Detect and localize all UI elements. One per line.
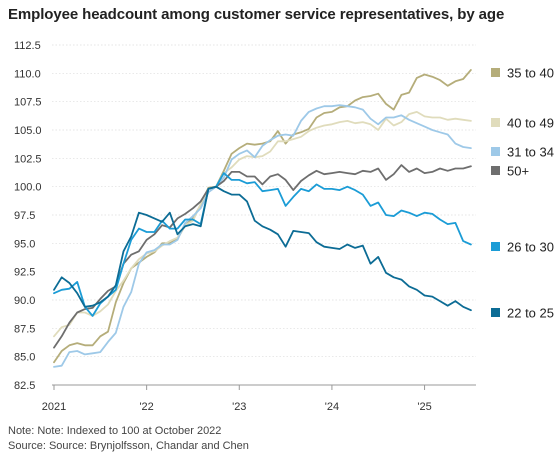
x-tick-label: '25 — [417, 401, 431, 413]
y-tick-label: 97.5 — [14, 210, 35, 222]
legend-item-26-to-30: 26 to 30 — [491, 240, 554, 255]
legend-item-22-to-25: 22 to 25 — [491, 306, 554, 321]
legend-swatch — [491, 242, 500, 251]
y-tick-label: 105.0 — [14, 125, 42, 137]
y-tick-label: 85.0 — [14, 352, 35, 364]
y-tick-label: 82.5 — [14, 380, 35, 392]
legend-swatch — [491, 147, 500, 156]
legend-label: 22 to 25 — [507, 306, 554, 321]
x-tick-label: 2021 — [42, 401, 66, 413]
x-tick-label: '23 — [232, 401, 246, 413]
legend-item-35-to-40: 35 to 40 — [491, 66, 554, 81]
series-line-22-to-25 — [53, 185, 472, 312]
x-tick-label: '22 — [139, 401, 153, 413]
legend-label: 31 to 34 — [507, 145, 554, 160]
y-tick-label: 92.5 — [14, 267, 35, 279]
legend-label: 26 to 30 — [507, 240, 554, 255]
legend-label: 50+ — [507, 164, 529, 179]
x-axis: 2021 '22 '23 '24 '25 — [42, 385, 432, 413]
y-tick-label: 102.5 — [14, 153, 42, 165]
legend-label: 40 to 49 — [507, 116, 554, 131]
legend-item-31-to-34: 31 to 34 — [491, 145, 554, 160]
series-line-40-to-49 — [53, 111, 472, 338]
chart-note: Note: Note: Indexed to 100 at October 20… — [8, 425, 222, 437]
legend-swatch — [491, 118, 500, 127]
legend-label: 35 to 40 — [507, 66, 554, 81]
y-tick-label: 107.5 — [14, 97, 42, 109]
y-tick-label: 90.0 — [14, 295, 35, 307]
series-line-31-to-34 — [53, 104, 472, 368]
series-line-50 — [53, 164, 472, 349]
legend: 35 to 40 40 to 49 31 to 34 50+ 26 to 30 22 to… — [491, 66, 554, 321]
legend-swatch — [491, 68, 500, 77]
legend-item-40-to-49: 40 to 49 — [491, 116, 554, 131]
series-line-26-to-30 — [53, 172, 472, 317]
series-lines — [53, 69, 472, 368]
legend-item-50: 50+ — [491, 164, 529, 179]
chart-title: Employee headcount among customer servic… — [8, 6, 505, 23]
legend-swatch — [491, 308, 500, 317]
legend-swatch — [491, 166, 500, 175]
chart-source: Source: Source: Brynjolfsson, Chandar an… — [8, 440, 249, 452]
y-tick-label: 95.0 — [14, 238, 35, 250]
y-axis-ticks: 112.5 110.0 107.5 105.0 102.5 100.0 97.5 95.0 92… — [14, 40, 42, 392]
x-tick-label: '24 — [325, 401, 339, 413]
grid-lines — [52, 44, 476, 386]
y-tick-label: 87.5 — [14, 323, 35, 335]
y-tick-label: 100.0 — [14, 182, 42, 194]
y-tick-label: 110.0 — [14, 68, 41, 80]
series-line-35-to-40 — [53, 69, 472, 364]
y-tick-label: 112.5 — [14, 40, 41, 52]
